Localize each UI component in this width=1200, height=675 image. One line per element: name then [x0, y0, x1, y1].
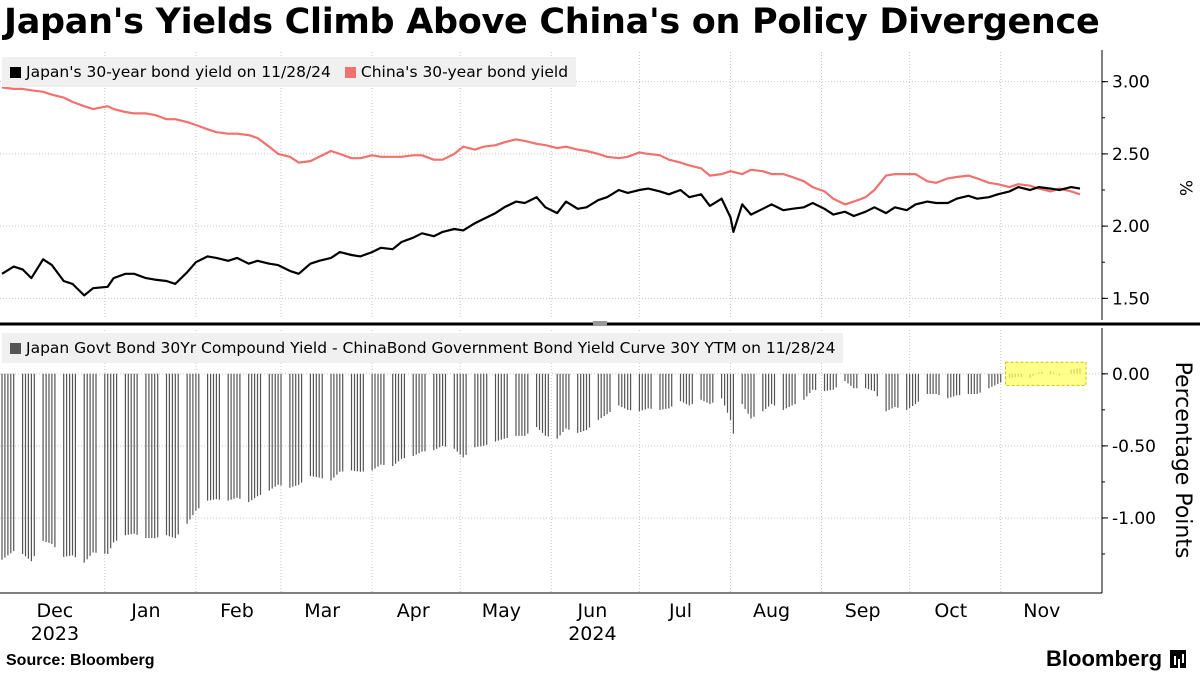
legend-label-spread: Japan Govt Bond 30Yr Compound Yield - Ch… [26, 339, 836, 357]
bottom-legend: Japan Govt Bond 30Yr Compound Yield - Ch… [2, 333, 844, 363]
divider-handle [593, 321, 607, 326]
x-tick-label: Jul [668, 600, 692, 622]
legend-item-japan: Japan's 30-year bond yield on 11/28/24 [10, 63, 331, 81]
chart-canvas: 1.50 2.00 2.50 3.00 -1.00 -0.50 0.00% Percentag… [0, 50, 1200, 640]
x-tick-label: Feb [220, 600, 254, 622]
x-tick-label: Aug [753, 600, 790, 622]
x-tick-label: May [482, 600, 521, 622]
x-tick-label: Sep [845, 600, 881, 622]
source-note: Source: Bloomberg [6, 652, 155, 669]
y-axis-label-bottom: Percentage Points [1170, 362, 1195, 559]
legend-swatch-japan [10, 66, 21, 78]
x-tick-year-label: 2024 [568, 623, 616, 640]
highlight-box [1005, 361, 1087, 386]
x-tick-label: Nov [1023, 600, 1060, 622]
x-tick-label: Mar [304, 600, 340, 622]
y-tick-label-top: 2.50 [1112, 145, 1150, 165]
yield-lines [1, 86, 1081, 297]
legend-swatch-spread [10, 342, 21, 354]
x-tick-year-label: 2023 [31, 623, 79, 640]
brand-name: Bloomberg [1046, 646, 1163, 671]
brand-logo: Bloomberg [1046, 646, 1187, 672]
y-tick-label-bottom: -1.00 [1112, 509, 1156, 529]
y-tick-label-bottom: -0.50 [1112, 437, 1156, 457]
chart-title: Japan's Yields Climb Above China's on Po… [4, 2, 1100, 42]
legend-label-japan: Japan's 30-year bond yield on 11/28/24 [26, 63, 331, 81]
tick-labels: 1.50 2.00 2.50 3.00 -1.00 -0.50 0.00% Percentag… [31, 73, 1195, 640]
japan-yield-line [1, 186, 1081, 297]
y-tick-label-top: 2.00 [1112, 217, 1150, 237]
y-tick-label-bottom: 0.00 [1112, 365, 1150, 385]
x-tick-label: Jun [577, 600, 608, 622]
spread-bars [1, 368, 1081, 563]
top-legend: Japan's 30-year bond yield on 11/28/24 C… [2, 57, 577, 87]
x-tick-label: Apr [397, 600, 430, 622]
x-tick-label: Dec [36, 600, 73, 622]
legend-item-spread: Japan Govt Bond 30Yr Compound Yield - Ch… [10, 339, 835, 357]
axes [0, 50, 1200, 594]
x-tick-label: Jan [130, 600, 160, 622]
y-tick-label-top: 3.00 [1112, 73, 1150, 93]
y-axis-label-top: % [1175, 180, 1195, 196]
y-tick-label-top: 1.50 [1112, 289, 1150, 309]
x-tick-label: Oct [934, 600, 967, 622]
legend-label-china: China's 30-year bond yield [360, 63, 569, 81]
highlight-box-rect [1005, 361, 1087, 386]
brand-chart-icon [1170, 650, 1187, 668]
grid-lines [0, 52, 1102, 592]
china-yield-line [1, 86, 1081, 206]
legend-item-china: China's 30-year bond yield [344, 63, 569, 81]
legend-swatch-china [344, 66, 356, 78]
